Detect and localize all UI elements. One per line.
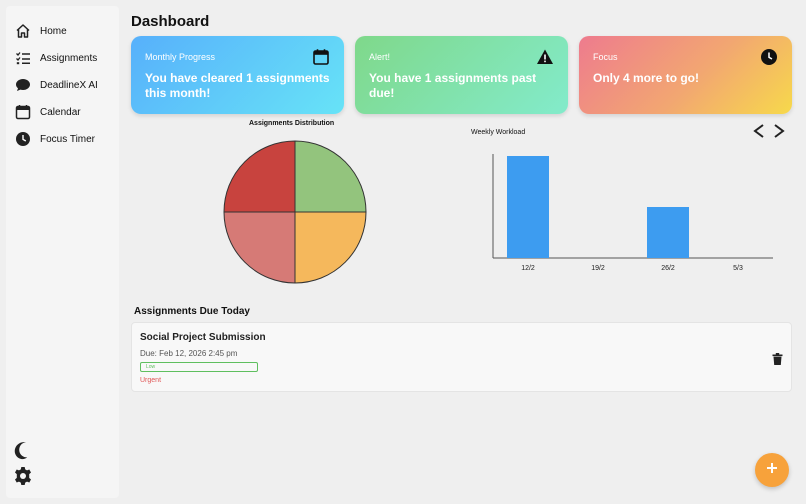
card-title: Monthly Progress: [145, 52, 216, 62]
pie-slice: [223, 211, 296, 284]
clock-icon: [14, 130, 32, 148]
monthly-progress-card[interactable]: Monthly Progress You have cleared 1 assi…: [131, 36, 344, 114]
assignments-distribution-chart: [223, 140, 367, 284]
sidebar-item-focus-timer[interactable]: Focus Timer: [14, 128, 118, 150]
alert-card[interactable]: Alert! You have 1 assignments past due!: [355, 36, 568, 114]
card-body: Only 4 more to go!: [593, 71, 700, 85]
sidebar-item-label: Calendar: [40, 106, 81, 118]
weekly-workload-chart: 12/2 19/2 26/2 5/3: [492, 154, 773, 272]
pie-slice: [294, 140, 367, 213]
add-assignment-button[interactable]: [755, 453, 789, 487]
pie-slice: [294, 211, 367, 284]
status-label: Urgent: [140, 377, 162, 384]
sidebar-item-home[interactable]: Home: [14, 20, 118, 42]
page-title: Dashboard: [131, 13, 210, 30]
sidebar-item-label: Assignments: [40, 52, 98, 64]
home-icon: [14, 22, 32, 40]
bar-chart-title: Weekly Workload: [471, 129, 526, 136]
calendar-icon: [14, 103, 32, 121]
checklist-icon: [14, 49, 32, 67]
x-tick-label: 5/3: [733, 265, 743, 272]
pie-slice: [223, 140, 296, 213]
bar: [647, 207, 689, 258]
sidebar-item-assignments[interactable]: Assignments: [14, 47, 118, 69]
chevron-right-icon[interactable]: [772, 123, 786, 139]
sidebar-item-label: Focus Timer: [40, 133, 96, 145]
sidebar: Home Assignments DeadlineX AI Calendar F…: [6, 6, 119, 498]
sidebar-item-calendar[interactable]: Calendar: [14, 101, 118, 123]
priority-badge: Low: [140, 362, 258, 372]
gear-icon[interactable]: [13, 466, 33, 486]
trash-icon[interactable]: [772, 352, 783, 365]
card-body: You have cleared 1 assignments this mont…: [145, 71, 330, 100]
bar: [507, 156, 549, 258]
sidebar-item-deadlinex-ai[interactable]: DeadlineX AI: [14, 74, 118, 96]
focus-card[interactable]: Focus Only 4 more to go!: [579, 36, 792, 114]
clock-icon: [760, 48, 778, 66]
x-tick-label: 26/2: [661, 265, 675, 272]
section-title-due-today: Assignments Due Today: [134, 306, 250, 317]
moon-icon[interactable]: [13, 440, 33, 460]
card-title: Focus: [593, 52, 618, 62]
x-tick-label: 12/2: [521, 265, 535, 272]
chat-bubble-icon: [14, 76, 32, 94]
sidebar-item-label: DeadlineX AI: [40, 79, 98, 91]
plus-icon: [766, 461, 778, 479]
card-body: You have 1 assignments past due!: [369, 71, 537, 100]
chevron-left-icon[interactable]: [752, 123, 766, 139]
x-tick-label: 19/2: [591, 265, 605, 272]
card-title: Alert!: [369, 52, 391, 62]
assignment-title: Social Project Submission: [140, 332, 266, 343]
calendar-icon: [312, 48, 330, 66]
assignment-due-date: Due: Feb 12, 2026 2:45 pm: [140, 349, 238, 358]
assignment-card[interactable]: Social Project Submission Due: Feb 12, 2…: [131, 322, 792, 392]
sidebar-item-label: Home: [40, 25, 67, 37]
pie-chart-title: Assignments Distribution: [249, 120, 335, 127]
warning-icon: [536, 48, 554, 66]
